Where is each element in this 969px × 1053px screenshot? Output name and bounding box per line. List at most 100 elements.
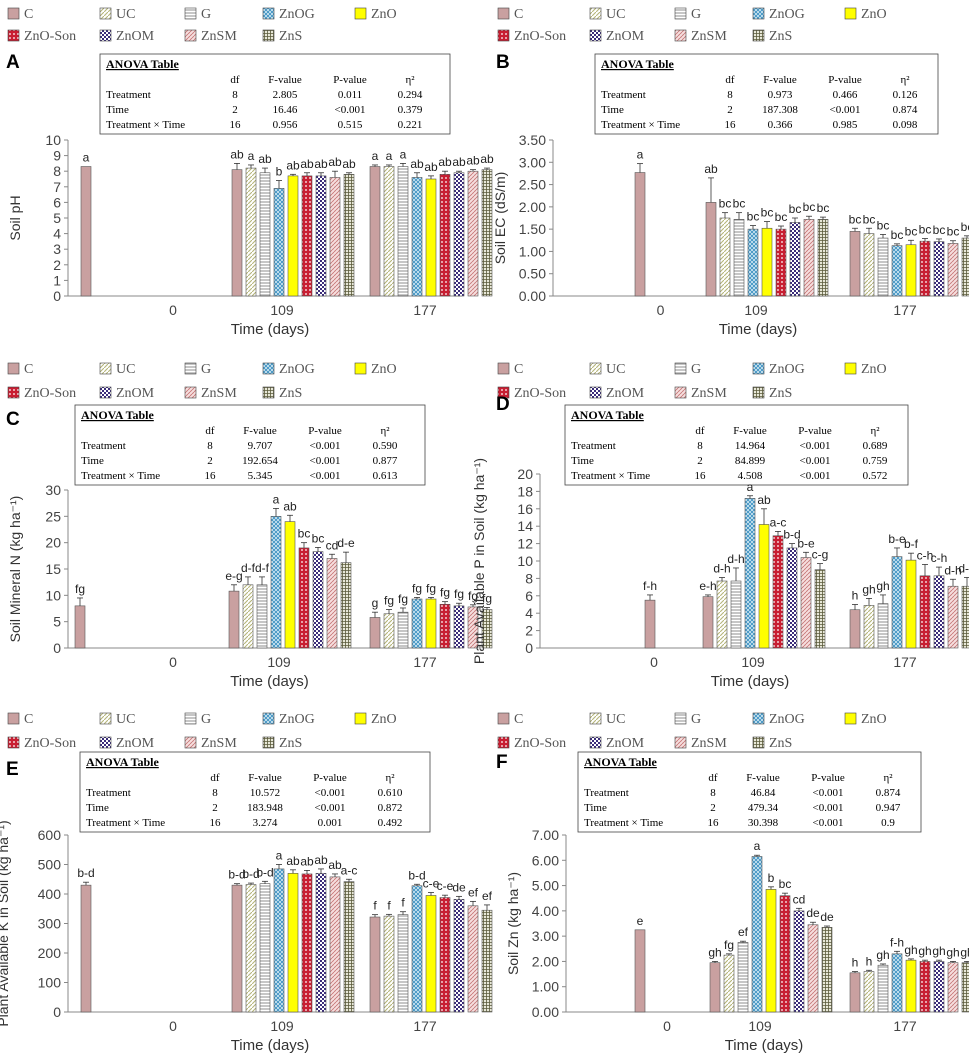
x-tick-label: 109 [748,1018,772,1034]
panel-letter: F [496,752,508,773]
anova-box [564,404,909,486]
x-tick-label: 109 [744,302,768,318]
legend-item-g: G [674,712,701,727]
y-tick-label: 1 [53,272,61,288]
bar-c-109 [228,590,240,649]
anova-col-header: df [210,772,220,784]
bar-uc-109 [716,580,728,649]
bar-c-0 [634,172,646,297]
significance-letter: f [373,899,377,913]
legend-swatch [184,29,197,42]
significance-letter: c-h [931,551,948,565]
y-tick-label: 0 [53,1004,61,1020]
legend-swatch [752,386,765,399]
significance-letter: bc [877,218,890,232]
bar-c-109 [231,169,243,297]
legend-label: ZnSM [201,29,237,44]
anova-table: ANOVA Table df F-value P-value η² Treatment 8 2… [99,53,451,135]
panel-B: C UC G ZnOG ZnO ZnO-Son ZnOM ZnSM ZnS B ANOVA Tabl… [492,7,969,338]
legend-label: G [201,7,211,22]
bar-zno-109 [761,227,773,297]
significance-letter: b-d [783,528,800,542]
legend-item-c: C [7,362,33,377]
significance-letter: ab [704,162,718,176]
legend-label: ZnSM [201,386,237,401]
legend-item-zno-son: ZnO-Son [497,736,566,751]
x-tick-label: 0 [169,1018,177,1034]
bar-zns-177 [481,909,493,1013]
bar-g-109 [256,584,268,649]
bar-znom-109 [315,873,327,1013]
bar-g-109 [259,172,271,297]
anova-row-label: Treatment × Time [106,119,185,131]
anova-cell: 0.294 [398,89,423,101]
significance-letter: bc [919,223,932,237]
bar-znsm-177 [467,170,479,297]
legend-label: ZnOG [769,712,805,727]
significance-letter: bc [961,220,969,234]
y-tick-label: 10 [45,132,61,148]
significance-letter: a [372,149,379,163]
anova-cell: 16 [210,817,222,829]
legend-label: ZnO [371,7,397,22]
y-tick-label: 6 [53,194,61,210]
anova-col-header: F-value [746,772,780,784]
legend-item-zns: ZnS [752,736,792,751]
legend-swatch [589,29,602,42]
bar-g-177 [877,237,889,297]
significance-letter: a-c [770,515,787,529]
y-tick-label: 2.00 [519,199,546,215]
significance-letter: ef [468,885,479,899]
significance-letter: c-e [437,879,454,893]
y-tick-label: 14 [517,518,533,534]
x-axis-title: Time (days) [711,673,790,690]
significance-letter: fg [398,592,408,606]
x-tick-label: 0 [169,302,177,318]
legend-item-znsm: ZnSM [674,736,727,751]
anova-cell: 4.508 [738,470,763,482]
anova-cell: 0.001 [318,817,343,829]
legend-item-zno: ZnO [354,362,397,377]
legend-label: ZnO [861,362,887,377]
bar-zno-109 [287,175,299,297]
bar-znog-109 [744,498,756,649]
legend-swatch [674,7,687,20]
significance-letter: bc [775,210,788,224]
y-tick-label: 6.00 [532,852,559,868]
significance-letter: gh [904,943,917,957]
legend-item-znom: ZnOM [589,29,645,44]
significance-letter: d-h [713,562,730,576]
significance-letter: ab [314,157,328,171]
y-tick-label: 1.00 [532,979,559,995]
y-tick-label: 0 [53,640,61,656]
legend-label: ZnOG [279,712,315,727]
legend-swatch [497,712,510,725]
legend-item-zno: ZnO [354,7,397,22]
y-tick-label: 15 [45,561,61,577]
x-axis-title: Time (days) [725,1037,804,1053]
y-tick-label: 3.00 [532,928,559,944]
bar-znog-109 [273,868,285,1013]
bar-znsm-109 [326,558,338,649]
legend-item-zns: ZnS [752,386,792,401]
significance-letter: f [387,898,391,912]
anova-col-header: F-value [268,74,302,86]
x-tick-label: 0 [663,1018,671,1034]
anova-row-label: Time [584,802,607,814]
anova-cell: 16 [230,119,242,131]
bar-znog-109 [273,188,285,297]
anova-box [79,751,431,833]
legend-item-znsm: ZnSM [184,29,237,44]
significance-letter: fg [440,586,450,600]
y-tick-label: 0.50 [519,266,546,282]
legend-swatch [844,362,857,375]
bar-c-109 [231,884,243,1013]
significance-letter: d-h [727,552,744,566]
significance-letter: ab [286,854,300,868]
bar-zno-son-177 [439,897,451,1013]
significance-letter: ef [482,889,493,903]
anova-cell: 8 [232,89,238,101]
bar-c-0 [634,929,646,1013]
legend-item-zno-son: ZnO-Son [497,386,566,401]
significance-letter: bc [719,197,732,211]
